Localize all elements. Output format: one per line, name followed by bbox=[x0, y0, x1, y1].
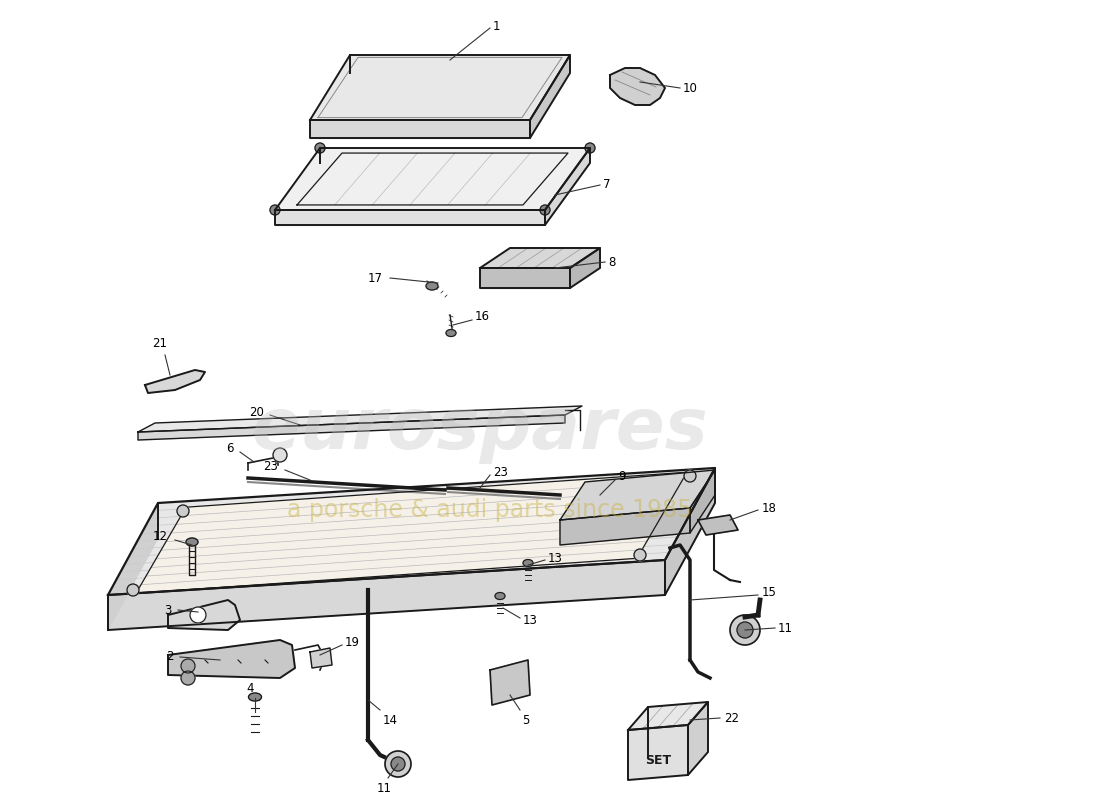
Circle shape bbox=[390, 757, 405, 771]
Ellipse shape bbox=[495, 593, 505, 599]
Polygon shape bbox=[560, 508, 690, 545]
Polygon shape bbox=[480, 268, 570, 288]
Polygon shape bbox=[138, 415, 565, 440]
Polygon shape bbox=[530, 55, 570, 138]
Ellipse shape bbox=[522, 559, 534, 566]
Ellipse shape bbox=[249, 693, 262, 701]
Text: 10: 10 bbox=[683, 82, 697, 94]
Circle shape bbox=[315, 143, 324, 153]
Text: 21: 21 bbox=[153, 337, 167, 350]
Polygon shape bbox=[168, 640, 295, 678]
Text: 2: 2 bbox=[166, 650, 174, 663]
Polygon shape bbox=[108, 468, 715, 595]
Polygon shape bbox=[698, 515, 738, 535]
Polygon shape bbox=[628, 702, 708, 730]
Text: 6: 6 bbox=[227, 442, 234, 455]
Polygon shape bbox=[275, 210, 544, 225]
Text: 9: 9 bbox=[618, 470, 626, 483]
Circle shape bbox=[190, 607, 206, 623]
Circle shape bbox=[270, 205, 280, 215]
Text: 15: 15 bbox=[762, 586, 777, 599]
Text: SET: SET bbox=[645, 754, 671, 766]
Text: 7: 7 bbox=[603, 178, 611, 191]
Text: 17: 17 bbox=[368, 271, 383, 285]
Text: 5: 5 bbox=[522, 714, 529, 727]
Polygon shape bbox=[310, 648, 332, 668]
Polygon shape bbox=[570, 248, 600, 288]
Text: 23: 23 bbox=[263, 461, 278, 474]
Polygon shape bbox=[628, 725, 688, 780]
Circle shape bbox=[385, 751, 411, 777]
Text: 8: 8 bbox=[608, 255, 615, 269]
Polygon shape bbox=[666, 468, 715, 595]
Text: 4: 4 bbox=[246, 682, 254, 695]
Polygon shape bbox=[480, 248, 600, 268]
Text: 11: 11 bbox=[778, 622, 793, 634]
Polygon shape bbox=[108, 560, 666, 630]
Polygon shape bbox=[610, 68, 665, 105]
Ellipse shape bbox=[446, 330, 456, 337]
Text: 12: 12 bbox=[153, 530, 168, 543]
Text: 20: 20 bbox=[249, 406, 264, 418]
Text: a porsche & audi parts since 1985: a porsche & audi parts since 1985 bbox=[287, 498, 693, 522]
Polygon shape bbox=[544, 148, 590, 225]
Text: 13: 13 bbox=[522, 614, 538, 626]
Circle shape bbox=[730, 615, 760, 645]
Polygon shape bbox=[168, 600, 240, 630]
Polygon shape bbox=[145, 370, 205, 393]
Circle shape bbox=[585, 143, 595, 153]
Text: 1: 1 bbox=[493, 19, 500, 33]
Text: 23: 23 bbox=[493, 466, 508, 478]
Text: 22: 22 bbox=[724, 711, 739, 725]
Circle shape bbox=[684, 470, 696, 482]
Text: 14: 14 bbox=[383, 714, 398, 727]
Circle shape bbox=[273, 448, 287, 462]
Circle shape bbox=[126, 584, 139, 596]
Polygon shape bbox=[688, 702, 708, 775]
Polygon shape bbox=[690, 470, 715, 533]
Polygon shape bbox=[136, 472, 688, 594]
Circle shape bbox=[177, 505, 189, 517]
Polygon shape bbox=[138, 406, 582, 432]
Polygon shape bbox=[310, 120, 530, 138]
Polygon shape bbox=[490, 660, 530, 705]
Text: 18: 18 bbox=[762, 502, 777, 514]
Text: 16: 16 bbox=[475, 310, 490, 322]
Text: 3: 3 bbox=[165, 603, 172, 617]
Circle shape bbox=[634, 549, 646, 561]
Text: 19: 19 bbox=[345, 637, 360, 650]
Ellipse shape bbox=[426, 282, 438, 290]
Polygon shape bbox=[275, 148, 590, 210]
Polygon shape bbox=[108, 503, 158, 630]
Text: eurospares: eurospares bbox=[252, 395, 708, 465]
Circle shape bbox=[182, 659, 195, 673]
Circle shape bbox=[182, 671, 195, 685]
Polygon shape bbox=[560, 470, 715, 520]
Circle shape bbox=[540, 205, 550, 215]
Polygon shape bbox=[310, 55, 570, 120]
Ellipse shape bbox=[186, 538, 198, 546]
Text: 11: 11 bbox=[376, 782, 392, 795]
Circle shape bbox=[737, 622, 754, 638]
Text: 13: 13 bbox=[548, 551, 563, 565]
